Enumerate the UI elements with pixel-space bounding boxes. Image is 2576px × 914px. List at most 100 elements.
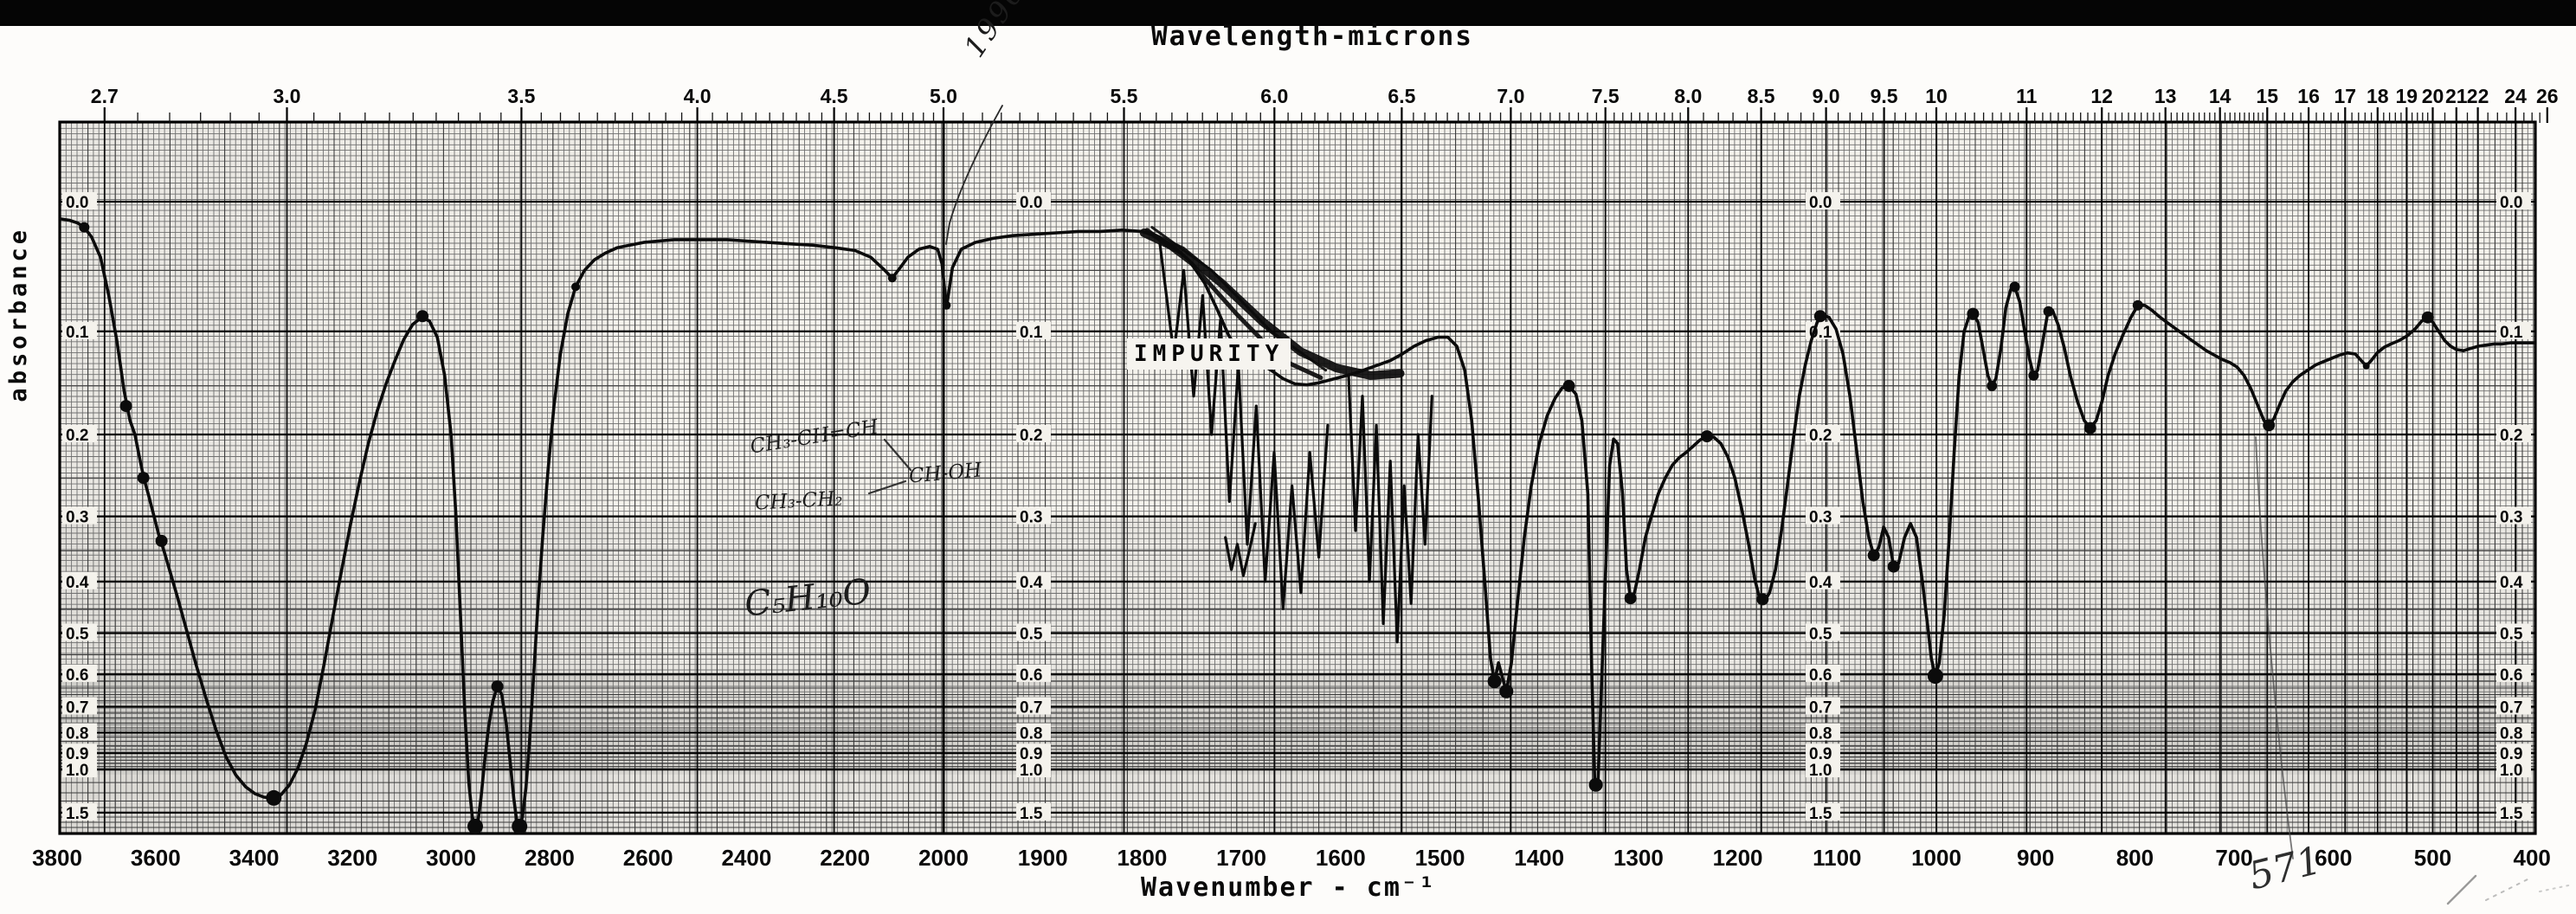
svg-text:14: 14: [2209, 85, 2231, 107]
svg-text:6.0: 6.0: [1260, 85, 1288, 107]
major-grid: [61, 123, 2534, 833]
svg-text:0.8: 0.8: [2500, 725, 2522, 743]
svg-text:0.4: 0.4: [1809, 574, 1832, 592]
svg-text:1.0: 1.0: [1020, 762, 1042, 780]
svg-text:21: 21: [2445, 85, 2468, 107]
scan-black-border: [0, 0, 2576, 26]
svg-text:0.2: 0.2: [2500, 427, 2522, 445]
svg-text:0.0: 0.0: [2500, 194, 2522, 212]
svg-text:9.5: 9.5: [1871, 85, 1898, 107]
svg-text:0.1: 0.1: [66, 324, 89, 342]
svg-text:3000: 3000: [426, 845, 476, 871]
svg-text:0.6: 0.6: [2500, 666, 2522, 685]
svg-text:8.5: 8.5: [1748, 85, 1775, 107]
svg-text:0.0: 0.0: [66, 194, 88, 212]
svg-text:2800: 2800: [525, 845, 575, 871]
svg-text:1000: 1000: [1911, 845, 1961, 871]
svg-text:3600: 3600: [131, 845, 181, 871]
svg-text:0.3: 0.3: [1020, 509, 1042, 527]
svg-text:7.5: 7.5: [1592, 85, 1620, 107]
svg-text:0.7: 0.7: [1809, 699, 1832, 718]
svg-text:3400: 3400: [229, 845, 280, 871]
svg-text:0.0: 0.0: [1809, 194, 1832, 212]
svg-text:1.5: 1.5: [1020, 805, 1043, 823]
svg-text:0.3: 0.3: [2500, 509, 2522, 527]
wavelength-axis-title: Wavelength-microns: [1151, 21, 1473, 52]
svg-text:1800: 1800: [1117, 845, 1167, 871]
svg-text:24: 24: [2504, 85, 2527, 107]
svg-text:0.7: 0.7: [1020, 699, 1042, 718]
svg-text:22: 22: [2467, 85, 2489, 107]
svg-text:3.0: 3.0: [274, 85, 301, 107]
svg-text:17: 17: [2334, 85, 2357, 107]
svg-text:0.2: 0.2: [1020, 427, 1042, 445]
svg-text:0.9: 0.9: [66, 745, 88, 763]
pencil-marks: [867, 105, 2573, 905]
svg-text:1.0: 1.0: [66, 762, 88, 780]
svg-text:20: 20: [2422, 85, 2444, 107]
svg-text:1100: 1100: [1813, 845, 1861, 871]
svg-text:0.4: 0.4: [66, 574, 89, 592]
svg-text:1.5: 1.5: [1809, 805, 1832, 823]
wavenumber-axis-title: Wavenumber - cm⁻¹: [1141, 872, 1437, 903]
svg-text:0.5: 0.5: [66, 626, 89, 644]
svg-text:4.0: 4.0: [684, 85, 712, 107]
svg-text:0.7: 0.7: [66, 699, 88, 718]
svg-text:0.8: 0.8: [1020, 725, 1042, 743]
svg-text:0.5: 0.5: [1020, 626, 1043, 644]
svg-text:0.2: 0.2: [1809, 427, 1832, 445]
impurity-annotation: IMPURITY: [1127, 338, 1291, 370]
svg-text:0.9: 0.9: [1020, 745, 1042, 763]
svg-text:0.0: 0.0: [1020, 194, 1042, 212]
svg-text:2.7: 2.7: [91, 85, 119, 107]
svg-text:0.2: 0.2: [66, 427, 88, 445]
spectrum-curve: [59, 217, 2536, 834]
svg-text:1200: 1200: [1713, 845, 1763, 871]
svg-text:1.5: 1.5: [66, 805, 89, 823]
svg-text:19: 19: [2396, 85, 2418, 107]
svg-text:2000: 2000: [918, 845, 969, 871]
svg-text:0.7: 0.7: [2500, 699, 2522, 718]
svg-text:0.6: 0.6: [66, 666, 88, 685]
svg-text:900: 900: [2017, 845, 2054, 871]
svg-text:0.9: 0.9: [2500, 745, 2522, 763]
svg-text:0.9: 0.9: [1809, 745, 1832, 763]
svg-text:1600: 1600: [1316, 845, 1366, 871]
svg-text:700: 700: [2215, 845, 2252, 871]
svg-text:0.1: 0.1: [1020, 324, 1043, 342]
wavenumber-tick-labels: 3800 3600 3400 3200 3000 2800 2600 2400 2200 2000…: [32, 845, 2551, 871]
svg-text:3800: 3800: [32, 845, 82, 871]
svg-text:11: 11: [2016, 85, 2038, 107]
wavelength-tick-labels: 2.7 3.0 3.5 4.0 4.5 5.0 5.5 6.0 6.5 7.0 7.5 8.0 8.5 9…: [91, 85, 2559, 107]
svg-text:13: 13: [2154, 85, 2177, 107]
svg-text:600: 600: [2315, 845, 2352, 871]
svg-text:1400: 1400: [1514, 845, 1564, 871]
svg-text:1.5: 1.5: [2500, 805, 2523, 823]
svg-text:2600: 2600: [623, 845, 673, 871]
impurity-scribbles: [1139, 226, 1433, 644]
svg-text:0.3: 0.3: [66, 509, 88, 527]
svg-text:6.5: 6.5: [1388, 85, 1415, 107]
svg-text:0.5: 0.5: [1809, 626, 1832, 644]
svg-text:15: 15: [2257, 85, 2279, 107]
svg-text:1.0: 1.0: [2500, 762, 2522, 780]
svg-text:0.8: 0.8: [1809, 725, 1832, 743]
plot-border: [58, 120, 2537, 835]
svg-text:8.0: 8.0: [1674, 85, 1702, 107]
svg-text:0.6: 0.6: [1020, 666, 1042, 685]
svg-text:7.0: 7.0: [1497, 85, 1524, 107]
absorbance-scale-labels: 0.00.10.20.30.40.50.60.70.80.91.01.50.00…: [62, 192, 2531, 823]
svg-text:5.5: 5.5: [1111, 85, 1138, 107]
svg-text:0.4: 0.4: [1020, 574, 1043, 592]
svg-text:1900: 1900: [1018, 845, 1068, 871]
svg-text:3.5: 3.5: [507, 85, 535, 107]
svg-text:16: 16: [2297, 85, 2320, 107]
svg-text:18: 18: [2367, 85, 2389, 107]
svg-text:10: 10: [1925, 85, 1948, 107]
svg-text:0.8: 0.8: [66, 725, 88, 743]
svg-text:2200: 2200: [820, 845, 870, 871]
svg-text:2400: 2400: [721, 845, 771, 871]
svg-text:0.1: 0.1: [2500, 324, 2523, 342]
